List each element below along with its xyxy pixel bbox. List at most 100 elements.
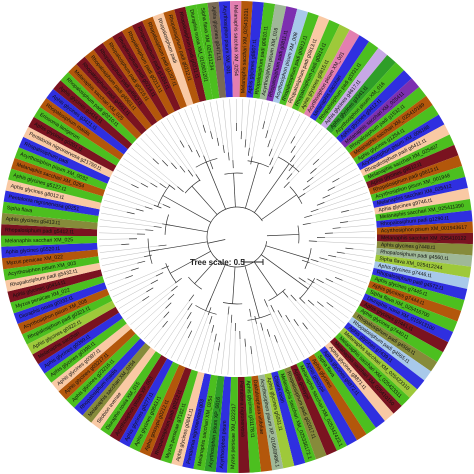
clade-wedge	[375, 199, 472, 222]
leaf-guide-line	[170, 328, 188, 359]
terminal-branch	[304, 215, 313, 218]
leaf-guide-line	[298, 325, 316, 351]
clade-wedge	[1, 224, 98, 237]
leaf-guide-line	[332, 231, 375, 234]
clade-wedge	[5, 262, 101, 292]
tree-scale-label: Tree scale: 0.5	[190, 258, 245, 267]
terminal-branch	[274, 334, 278, 343]
clade-wedge	[10, 275, 105, 314]
leaf-guide-line	[342, 280, 365, 290]
leaf-guide-line	[139, 308, 166, 335]
leaf-guide-line	[103, 262, 138, 273]
clade-wedge	[246, 1, 264, 98]
internal-branch-spoke	[244, 265, 260, 319]
clade-wedge	[5, 179, 102, 210]
clade-wedge	[7, 269, 103, 303]
leaf-guide-line	[123, 158, 160, 184]
clade-wedge	[32, 306, 120, 365]
clade-wedge	[163, 9, 200, 104]
clade-wedge	[371, 267, 468, 300]
leaf-guide-line	[272, 111, 295, 158]
leaf-guide-line	[264, 102, 270, 122]
terminal-branch	[326, 302, 334, 308]
clade-wedge	[374, 254, 472, 278]
clade-wedge	[352, 311, 438, 372]
clade-wedge	[290, 363, 337, 456]
leaf-guide-line	[209, 101, 218, 139]
leaf-guide-line	[318, 192, 368, 210]
clade-wedge	[13, 282, 107, 324]
terminal-branch	[171, 285, 178, 292]
clade-wedge	[109, 354, 168, 442]
leaf-guide-line	[289, 136, 333, 183]
leaf-guide-line	[318, 141, 338, 160]
terminal-branch	[290, 136, 296, 144]
leaf-guide-line	[131, 147, 178, 187]
terminal-branch	[265, 130, 269, 139]
leaf-guide-line	[305, 281, 353, 314]
terminal-branch	[345, 247, 354, 250]
terminal-branch	[209, 161, 214, 170]
leaf-label: Aphis glycines g31178.t1	[245, 380, 255, 438]
leaf-guide-line	[140, 138, 163, 161]
leaf-guide-line	[182, 305, 208, 365]
terminal-branch	[162, 204, 171, 208]
terminal-branch	[214, 333, 217, 342]
terminal-branch	[290, 145, 296, 153]
clade-wedge	[283, 366, 327, 460]
clade-wedge	[355, 305, 443, 362]
leaf-guide-line	[227, 322, 232, 375]
leaf-guide-line	[295, 120, 312, 147]
inner-disc	[97, 97, 377, 377]
leaf-guide-line	[113, 175, 132, 185]
internal-branch-spoke	[205, 161, 226, 210]
clade-wedge	[239, 1, 253, 98]
terminal-branch	[310, 208, 319, 213]
clade-wedge	[363, 134, 455, 183]
clade-wedge	[329, 337, 402, 414]
clade-wedge	[218, 1, 233, 98]
leaf-guide-line	[323, 282, 360, 302]
terminal-branch	[163, 311, 170, 318]
clade-wedge	[264, 372, 295, 469]
leaf-guide-line	[256, 323, 268, 372]
clade-wedge	[68, 64, 142, 140]
terminal-branch	[202, 124, 206, 133]
terminal-branch	[267, 139, 271, 148]
leaf-guide-line	[103, 199, 136, 210]
clade-wedge	[139, 364, 186, 457]
leaf-guide-line	[159, 309, 188, 352]
clade-wedge	[257, 374, 284, 471]
terminal-branch	[179, 140, 185, 148]
clade-wedge	[51, 323, 132, 392]
leaf-guide-line	[100, 250, 152, 260]
leaf-guide-line	[165, 318, 188, 356]
leaf-label: Acyrthosiphon pisum XM_001943617	[381, 225, 468, 235]
leaf-guide-line	[105, 193, 145, 207]
leaf-guide-line	[310, 211, 373, 224]
leaf-guide-line	[190, 106, 211, 162]
leaf-guide-line	[229, 99, 234, 161]
clade-wedge	[22, 294, 113, 345]
terminal-branch	[131, 267, 139, 271]
clade-wedge	[44, 318, 127, 383]
terminal-branch	[288, 164, 295, 172]
terminal-branch	[159, 183, 167, 189]
clade-wedge	[142, 16, 187, 109]
leaf-guide-line	[101, 212, 163, 225]
clade-wedge	[53, 80, 133, 150]
leaf-guide-line	[250, 316, 262, 373]
clade-wedge	[100, 351, 162, 436]
leaf-label: Rhopalosiphum padi g5412.t1	[5, 227, 74, 235]
terminal-branch	[290, 294, 297, 301]
terminal-branch	[144, 206, 153, 210]
terminal-branch	[328, 254, 337, 258]
clade-wedge	[46, 88, 128, 155]
leaf-guide-line	[161, 121, 197, 175]
leaf-guide-line	[201, 332, 212, 371]
clade-wedge	[215, 376, 232, 473]
leaf-guide-line	[245, 99, 250, 140]
leaf-guide-line	[207, 341, 215, 373]
clade-wedge	[174, 6, 207, 103]
